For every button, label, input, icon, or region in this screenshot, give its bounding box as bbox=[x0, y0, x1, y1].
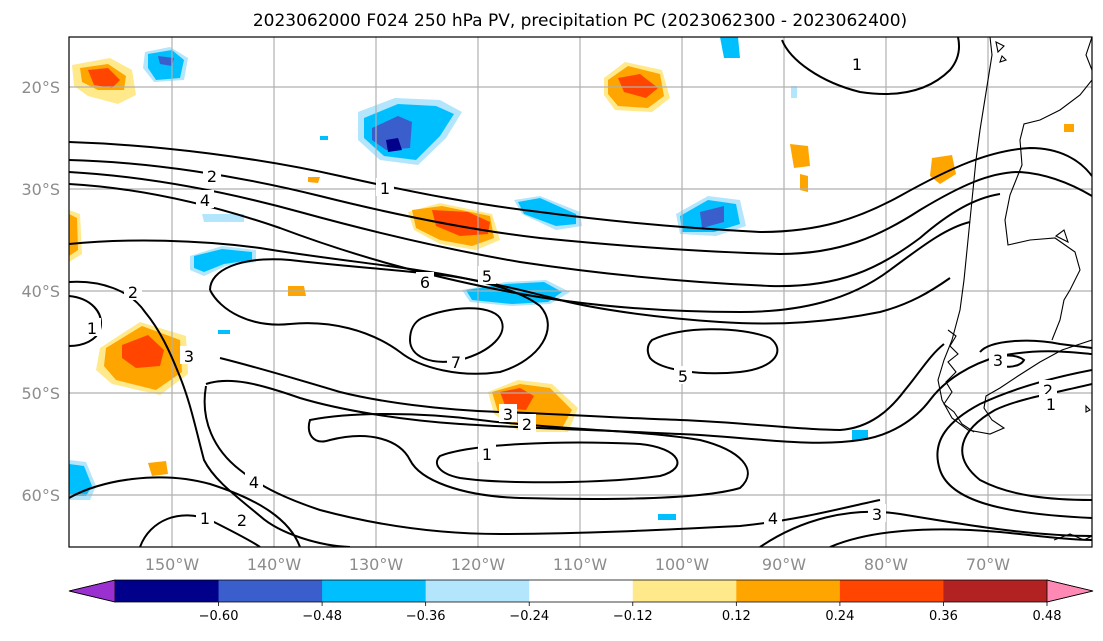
colorbar-tick-label: 0.24 bbox=[825, 609, 854, 624]
colorbar-segment bbox=[943, 580, 1048, 602]
contour-label: 2 bbox=[128, 283, 138, 302]
colorbar-tick-label: 0.48 bbox=[1033, 609, 1062, 624]
contour-label: 2 bbox=[207, 167, 217, 186]
contour-label: 3 bbox=[872, 505, 882, 524]
contour-label: 4 bbox=[200, 191, 210, 210]
colorbar-segment bbox=[218, 580, 323, 602]
lon-tick-label: 150°W bbox=[145, 555, 200, 574]
lon-tick-label: 100°W bbox=[655, 555, 710, 574]
pv-contours bbox=[69, 37, 1092, 547]
contour-label: 1 bbox=[1046, 395, 1056, 414]
colorbar-segment bbox=[632, 580, 737, 602]
contour-labels: 1 2 4 5 6 7 1 2 3 5 1 4 2 1 bbox=[83, 54, 1060, 530]
lon-tick-label: 140°W bbox=[247, 555, 302, 574]
map-area: 1 2 4 5 6 7 1 2 3 5 1 4 2 1 bbox=[69, 37, 1092, 547]
colorbar-extend-min bbox=[68, 579, 116, 603]
lon-tick-label: 110°W bbox=[553, 555, 608, 574]
contour-label: 2 bbox=[237, 511, 247, 530]
lon-tick-label: 80°W bbox=[864, 555, 908, 574]
graticule bbox=[69, 37, 1092, 547]
latitude-ticks: 20°S 30°S 40°S 50°S 60°S bbox=[21, 78, 60, 505]
lat-tick-label: 20°S bbox=[21, 78, 60, 97]
south-america-coastline bbox=[937, 37, 1092, 541]
colorbar-segment bbox=[425, 580, 530, 602]
contour-label: 3 bbox=[184, 347, 194, 366]
contour-label: 1 bbox=[852, 55, 862, 74]
colorbar-extend-max bbox=[1046, 579, 1094, 603]
contour-label: 7 bbox=[451, 353, 461, 372]
colorbar-tick-label: 0.36 bbox=[929, 609, 958, 624]
contour-label: 4 bbox=[768, 509, 778, 528]
colorbar-tick-label: −0.48 bbox=[302, 609, 342, 624]
contour-label: 3 bbox=[503, 405, 513, 424]
map-frame bbox=[68, 36, 1093, 548]
colorbar-segment bbox=[529, 580, 634, 602]
contour-label: 3 bbox=[993, 351, 1003, 370]
contour-label: 1 bbox=[87, 319, 97, 338]
colorbar: −0.60 −0.48 −0.36 −0.24 −0.12 0.12 0.24 0.36 0.4… bbox=[68, 579, 1094, 624]
colorbar-segment bbox=[839, 580, 944, 602]
lat-tick-label: 30°S bbox=[21, 180, 60, 199]
colorbar-tick-label: −0.12 bbox=[613, 609, 653, 624]
contour-label: 1 bbox=[482, 445, 492, 464]
lon-tick-label: 130°W bbox=[349, 555, 404, 574]
lon-tick-label: 70°W bbox=[966, 555, 1010, 574]
contour-label: 5 bbox=[678, 367, 688, 386]
colorbar-tick-label: 0.12 bbox=[722, 609, 751, 624]
contour-label: 1 bbox=[380, 179, 390, 198]
lon-tick-label: 120°W bbox=[451, 555, 506, 574]
colorbar-tick-label: −0.24 bbox=[509, 609, 549, 624]
colorbar-segment bbox=[736, 580, 841, 602]
lon-tick-label: 90°W bbox=[762, 555, 806, 574]
colorbar-outline bbox=[68, 579, 1094, 603]
longitude-ticks: 150°W 140°W 130°W 120°W 110°W 100°W 90°W… bbox=[145, 555, 1010, 574]
colorbar-segment bbox=[322, 580, 427, 602]
colorbar-segment bbox=[115, 580, 220, 602]
contour-label: 2 bbox=[522, 415, 532, 434]
figure-title: 2023062000 F024 250 hPa PV, precipitatio… bbox=[253, 11, 907, 31]
colorbar-tick-label: −0.60 bbox=[199, 609, 239, 624]
contour-label: 4 bbox=[249, 473, 259, 492]
contour-label: 1 bbox=[200, 509, 210, 528]
lat-tick-label: 40°S bbox=[21, 282, 60, 301]
colorbar-tick-label: −0.36 bbox=[406, 609, 446, 624]
contour-label: 6 bbox=[420, 273, 430, 292]
lat-tick-label: 50°S bbox=[21, 384, 60, 403]
lat-tick-label: 60°S bbox=[21, 486, 60, 505]
precipitation-shading bbox=[69, 37, 1074, 520]
contour-label: 2 bbox=[1043, 381, 1053, 400]
contour-label: 5 bbox=[482, 267, 492, 286]
